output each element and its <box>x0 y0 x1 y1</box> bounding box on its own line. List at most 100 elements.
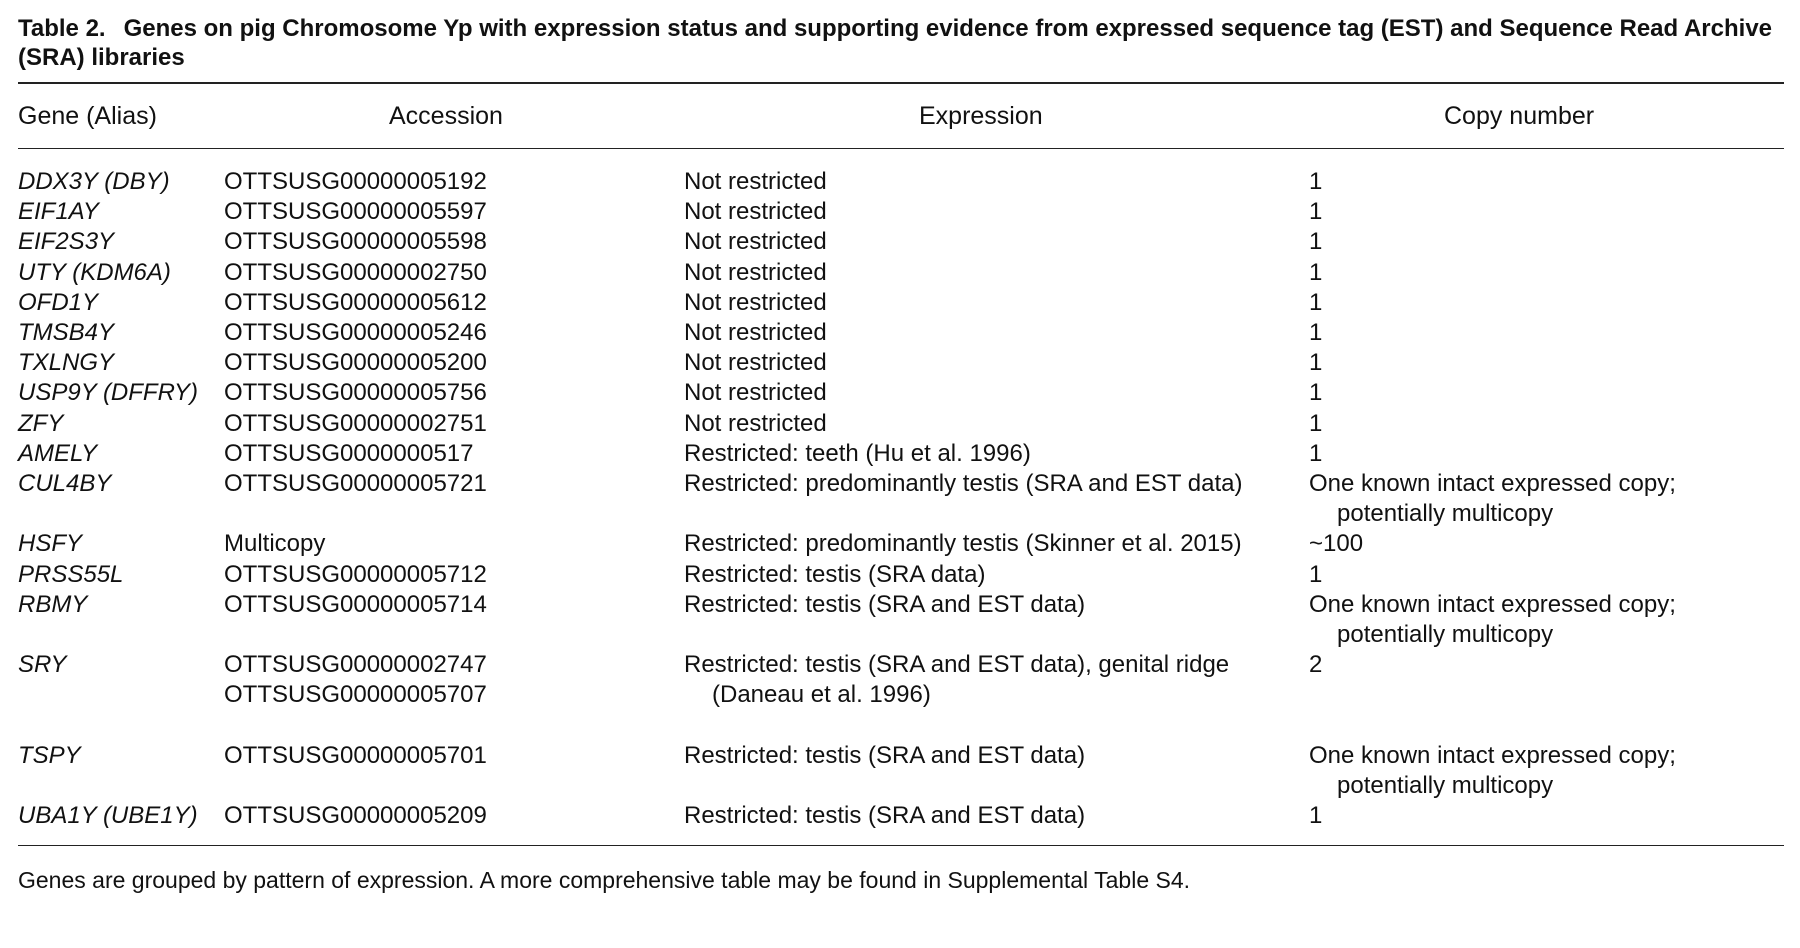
cell-gene: TMSB4Y <box>18 319 115 347</box>
cell-copy-number: 1 <box>1309 409 1323 437</box>
accession-id: OTTSUSG00000002747 <box>224 651 487 679</box>
accession-id-secondary: OTTSUSG00000005707 <box>224 681 487 709</box>
cell-expression: Restricted: predominantly testis (SRA an… <box>684 470 1243 498</box>
accession-id: OTTSUSG00000005209 <box>224 802 487 830</box>
cell-accession: OTTSUSG00000002751 <box>224 409 684 439</box>
table-caption-text: Genes on pig Chromosome Yp with expressi… <box>18 15 1773 71</box>
cell-accession: OTTSUSG00000005721 <box>224 469 684 529</box>
cell-gene: OFD1Y <box>18 288 99 316</box>
table-row: TSPY OTTSUSG00000005701 Restricted: testis… <box>18 741 1784 801</box>
accession-id: OTTSUSG00000005714 <box>224 590 487 618</box>
cell-expression: Not restricted <box>684 228 827 256</box>
cell-copy-number: 1 <box>1309 288 1323 316</box>
top-rule <box>18 82 1784 84</box>
cell-gene: UTY (KDM6A) <box>18 258 171 286</box>
cell-gene: UBA1Y (UBE1Y) <box>18 802 198 830</box>
cell-copy-number: 1 <box>1309 258 1323 286</box>
cell-gene: USP9Y (DFFRY) <box>18 379 199 407</box>
cell-expression: Restricted: testis (SRA and EST data) <box>684 741 1086 769</box>
table-row: CUL4BY OTTSUSG00000005721 Restricted: pred… <box>18 469 1784 529</box>
header-copy-number: Copy number <box>1444 101 1595 130</box>
cell-copy-number: ~100 <box>1309 530 1364 558</box>
table-row: SRY OTTSUSG00000002747 OTTSUSG00000005707 R… <box>18 650 1784 740</box>
cell-copy-number: 1 <box>1309 319 1323 347</box>
cell-accession: OTTSUSG00000005714 <box>224 590 684 650</box>
cell-accession: OTTSUSG00000005209 <box>224 801 684 845</box>
data-table: Gene (Alias) Accession Expression Copy n… <box>18 84 1784 845</box>
table-row: RBMY OTTSUSG00000005714 Restricted: testis… <box>18 590 1784 650</box>
cell-gene: AMELY <box>18 439 98 467</box>
table-row: EIF2S3Y OTTSUSG00000005598 Not restricted 1 <box>18 227 1784 257</box>
cell-accession: OTTSUSG00000005246 <box>224 318 684 348</box>
table-footnote: Genes are grouped by pattern of expressi… <box>18 867 1191 894</box>
cell-accession: OTTSUSG00000005192 <box>224 149 684 198</box>
cell-gene: EIF2S3Y <box>18 228 115 256</box>
bottom-rule <box>18 845 1784 847</box>
cell-gene: SRY <box>18 651 67 679</box>
table-row: TMSB4Y OTTSUSG00000005246 Not restricted 1 <box>18 318 1784 348</box>
cell-copy-number: 1 <box>1309 198 1323 226</box>
accession-id: OTTSUSG00000005597 <box>224 198 487 226</box>
cell-copy-number: One known intact expressed copy; potenti… <box>1309 470 1676 528</box>
accession-id: OTTSUSG00000002751 <box>224 409 487 437</box>
cell-accession: OTTSUSG00000005597 <box>224 197 684 227</box>
cell-expression: Restricted: testis (SRA data) <box>684 560 986 588</box>
table-row: UBA1Y (UBE1Y) OTTSUSG00000005209 Restricte… <box>18 801 1784 845</box>
cell-copy-number: 1 <box>1309 379 1323 407</box>
cell-accession: OTTSUSG00000002750 <box>224 258 684 288</box>
cell-accession: OTTSUSG00000005756 <box>224 378 684 408</box>
table-row: OFD1Y OTTSUSG00000005612 Not restricted 1 <box>18 288 1784 318</box>
table-label: Table 2. <box>18 15 106 42</box>
cell-gene: ZFY <box>18 409 64 437</box>
table-row: HSFY Multicopy Restricted: predominantly t… <box>18 529 1784 559</box>
accession-id: OTTSUSG00000002750 <box>224 258 487 286</box>
table-row: USP9Y (DFFRY) OTTSUSG00000005756 Not restr… <box>18 378 1784 408</box>
header-gene: Gene (Alias) <box>18 101 157 130</box>
cell-gene: DDX3Y (DBY) <box>18 168 170 195</box>
cell-copy-number: 2 <box>1309 651 1323 679</box>
accession-id: Multicopy <box>224 530 326 558</box>
cell-expression: Restricted: testis (SRA and EST data) <box>684 802 1086 830</box>
cell-accession: OTTSUSG00000005701 <box>224 741 684 801</box>
cell-expression: Not restricted <box>684 258 827 286</box>
cell-expression: Restricted: teeth (Hu et al. 1996) <box>684 439 1031 467</box>
cell-expression: Not restricted <box>684 288 827 316</box>
table-row: DDX3Y (DBY) OTTSUSG00000005192 Not restric… <box>18 149 1784 198</box>
table-row: TXLNGY OTTSUSG00000005200 Not restricted 1 <box>18 348 1784 378</box>
cell-expression: Not restricted <box>684 379 827 407</box>
cell-gene: EIF1AY <box>18 198 99 226</box>
cell-copy-number: 1 <box>1309 168 1323 195</box>
accession-id: OTTSUSG00000005612 <box>224 288 487 316</box>
accession-id: OTTSUSG00000005712 <box>224 560 487 588</box>
cell-gene: PRSS55L <box>18 560 124 588</box>
table-row: UTY (KDM6A) OTTSUSG00000002750 Not restric… <box>18 258 1784 288</box>
cell-expression: Not restricted <box>684 168 827 195</box>
accession-id: OTTSUSG00000005200 <box>224 349 487 377</box>
accession-id: OTTSUSG00000005721 <box>224 470 487 498</box>
cell-copy-number: 1 <box>1309 228 1323 256</box>
cell-copy-number: 1 <box>1309 802 1323 830</box>
cell-copy-number: 1 <box>1309 560 1323 588</box>
table-row: AMELY OTTSUSG0000000517 Restricted: teeth … <box>18 439 1784 469</box>
accession-id: OTTSUSG00000005192 <box>224 168 487 195</box>
header-accession: Accession <box>389 101 503 130</box>
table-row: ZFY OTTSUSG00000002751 Not restricted 1 <box>18 409 1784 439</box>
cell-expression: Not restricted <box>684 349 827 377</box>
table-row: PRSS55L OTTSUSG00000005712 Restricted: tes… <box>18 560 1784 590</box>
cell-accession: OTTSUSG00000002747 OTTSUSG00000005707 <box>224 650 684 740</box>
table-row: EIF1AY OTTSUSG00000005597 Not restricted 1 <box>18 197 1784 227</box>
cell-accession: OTTSUSG00000005200 <box>224 348 684 378</box>
cell-accession: OTTSUSG0000000517 <box>224 439 684 469</box>
cell-accession: Multicopy <box>224 529 684 559</box>
table-caption: Table 2. Genes on pig Chromosome Yp with … <box>18 14 1784 72</box>
accession-id: OTTSUSG00000005598 <box>224 228 487 256</box>
cell-copy-number: 1 <box>1309 349 1323 377</box>
table-figure: Table 2. Genes on pig Chromosome Yp with … <box>18 14 1784 894</box>
cell-accession: OTTSUSG00000005612 <box>224 288 684 318</box>
header-row: Gene (Alias) Accession Expression Copy n… <box>18 84 1784 149</box>
cell-gene: RBMY <box>18 590 88 618</box>
cell-accession: OTTSUSG00000005712 <box>224 560 684 590</box>
cell-expression: Restricted: testis (SRA and EST data) <box>684 590 1086 618</box>
cell-expression: Not restricted <box>684 319 827 347</box>
cell-expression: Restricted: predominantly testis (Skinne… <box>684 530 1242 558</box>
